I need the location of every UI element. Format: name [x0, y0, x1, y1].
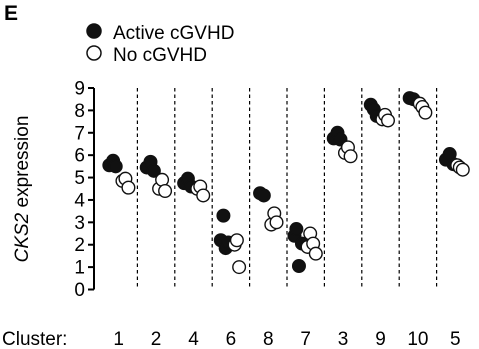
no-cgvhd-point	[232, 260, 247, 275]
legend-marker-active	[86, 23, 102, 39]
no-cgvhd-point	[455, 162, 470, 177]
active-cgvhd-point	[216, 208, 231, 223]
x-axis-prefix: Cluster:	[2, 329, 67, 349]
no-cgvhd-point	[121, 180, 136, 195]
active-cgvhd-point	[256, 188, 271, 203]
no-cgvhd-point	[308, 246, 323, 261]
active-cgvhd-point	[289, 222, 304, 237]
y-tick-label: 6	[74, 146, 85, 167]
no-cgvhd-point	[196, 188, 211, 203]
panel-letter: E	[4, 2, 19, 25]
legend-label-active: Active cGVHD	[113, 23, 234, 44]
y-tick-label: 5	[74, 168, 85, 189]
active-cgvhd-point	[108, 159, 123, 174]
y-axis-label-rest: expression	[12, 116, 33, 213]
cluster-label: 10	[407, 329, 428, 349]
y-tick-label: 9	[74, 79, 85, 100]
y-tick-label: 2	[74, 235, 85, 256]
active-cgvhd-point	[291, 258, 306, 273]
no-cgvhd-point	[380, 113, 395, 128]
y-axis-label: CKS2 expression	[12, 116, 33, 263]
cluster-label: 3	[338, 329, 349, 349]
cluster-label: 6	[226, 329, 237, 349]
x-axis-labels: 1 2 4 6 8 7 3 9 10 5	[113, 329, 460, 349]
no-cgvhd-point	[343, 149, 358, 164]
y-axis-label-gene: CKS2	[12, 212, 33, 262]
cluster-label: 8	[263, 329, 274, 349]
no-cgvhd-point	[418, 105, 433, 120]
y-tick-label: 4	[74, 190, 85, 211]
y-tick-label: 8	[74, 101, 85, 122]
data-points	[102, 91, 470, 275]
cluster-label: 5	[450, 329, 461, 349]
no-cgvhd-point	[158, 183, 173, 198]
y-tick-label: 1	[74, 258, 85, 279]
y-tick-label: 7	[74, 123, 85, 144]
y-tick-label: 0	[74, 280, 85, 301]
legend-marker-no	[86, 45, 102, 61]
cluster-label: 4	[188, 329, 199, 349]
active-cgvhd-point	[146, 163, 161, 178]
no-cgvhd-point	[269, 215, 284, 230]
cluster-label: 7	[300, 329, 311, 349]
cluster-label: 1	[113, 329, 124, 349]
no-cgvhd-point	[229, 233, 244, 248]
cluster-label: 9	[375, 329, 386, 349]
cluster-separators	[136, 88, 438, 290]
legend: Active cGVHD No cGVHD	[86, 23, 234, 66]
cluster-label: 2	[151, 329, 162, 349]
y-tick-label: 3	[74, 213, 85, 234]
legend-label-no: No cGVHD	[113, 45, 207, 66]
